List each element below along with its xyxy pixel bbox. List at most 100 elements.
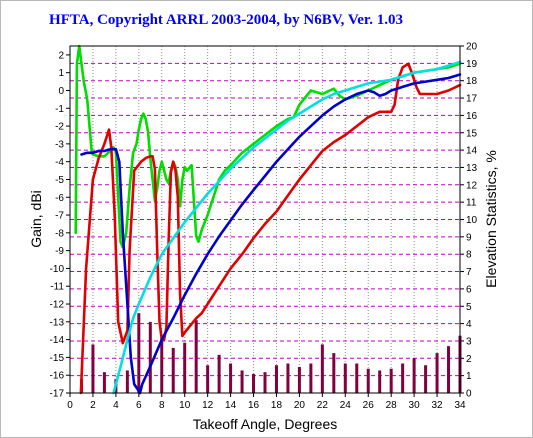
y2-tick-label: 9 [466, 232, 472, 243]
elevation-bar [217, 354, 221, 393]
y2-tick-label: 16 [466, 111, 478, 122]
y2-tick-label: 6 [466, 284, 472, 295]
y2-tick-label: 19 [466, 59, 478, 70]
y-tick-label: -12 [50, 300, 65, 311]
elevation-bar [183, 342, 187, 393]
y2-tick-label: 10 [466, 215, 478, 226]
elevation-bar [378, 370, 382, 393]
y-tick-label: 2 [58, 50, 64, 61]
elevation-bar [332, 353, 336, 393]
y2-tick-label: 14 [466, 146, 478, 157]
elevation-bar [102, 372, 106, 393]
y2-tick-label: 8 [466, 250, 472, 261]
elevation-bar [309, 363, 313, 393]
x-tick-label: 14 [225, 400, 237, 411]
elevation-bar [148, 321, 152, 393]
x-tick-label: 20 [294, 400, 306, 411]
y-tick-label: -9 [55, 246, 64, 257]
y2-tick-label: 4 [466, 319, 472, 330]
elevation-bar [160, 337, 164, 393]
elevation-bar [320, 344, 324, 393]
elevation-bar [297, 366, 301, 393]
y2-tick-label: 7 [466, 267, 472, 278]
chart-title: HFTA, Copyright ARRL 2003-2004, by N6BV,… [49, 12, 403, 28]
elevation-bar [366, 368, 370, 393]
y-tick-label: -5 [55, 175, 64, 186]
y-tick-label: -15 [50, 353, 65, 364]
y2-tick-label: 1 [466, 371, 472, 382]
elevation-bar [412, 358, 416, 393]
elevation-bar [125, 370, 129, 393]
series-line-red [79, 62, 462, 395]
x-tick-label: 28 [386, 400, 398, 411]
elevation-bar [91, 344, 95, 393]
y-tick-label: 1 [58, 68, 64, 79]
x-tick-label: 16 [248, 400, 260, 411]
y-tick-label: -11 [50, 282, 64, 293]
elevation-bar [206, 365, 210, 393]
x-tick-label: 32 [431, 400, 443, 411]
x-tick-label: 22 [317, 400, 329, 411]
elevation-bar [424, 365, 428, 393]
y-tick-label: -13 [50, 317, 65, 328]
series-line-cyan [112, 60, 462, 395]
y2-tick-label: 20 [466, 42, 478, 53]
x-tick-label: 24 [340, 400, 352, 411]
y-axis-title: Gain, dBi [28, 190, 44, 248]
elevation-bar [435, 353, 439, 393]
elevation-bar [252, 373, 256, 393]
y-tick-label: -14 [50, 335, 65, 346]
elevation-bar [263, 372, 267, 393]
y-tick-label: -4 [55, 157, 64, 168]
y2-tick-label: 12 [466, 180, 478, 191]
x-tick-label: 12 [202, 400, 214, 411]
x-ticks: 0 2 4 6 8 10 12 14 16 18 20 22 24 26 28 30 32 34 [67, 393, 466, 411]
x-tick-label: 0 [67, 400, 73, 411]
gain-series [74, 44, 462, 395]
y-tick-label: -17 [50, 389, 65, 400]
y-tick-label: -1 [55, 104, 64, 115]
elevation-bar [137, 313, 141, 393]
elevation-bar [389, 368, 393, 393]
y2-tick-label: 0 [466, 389, 472, 400]
x-tick-label: 6 [136, 400, 142, 411]
grid-vertical [92, 46, 438, 393]
elevation-bar [194, 320, 198, 393]
elevation-bar [274, 365, 278, 393]
elevation-bar [286, 363, 290, 393]
x-tick-label: 34 [454, 400, 466, 411]
x-axis-title: Takeoff Angle, Degrees [193, 416, 338, 432]
elevation-bar [229, 363, 233, 393]
y-tick-label: -8 [55, 228, 64, 239]
x-tick-label: 4 [113, 400, 119, 411]
elevation-bar [171, 347, 175, 393]
y2-tick-label: 15 [466, 128, 478, 139]
y2-tick-label: 3 [466, 336, 472, 347]
y2-tick-label: 2 [466, 354, 472, 365]
y-tick-label: -10 [50, 264, 65, 275]
y-tick-label: -7 [55, 211, 64, 222]
y-tick-label: -16 [50, 371, 65, 382]
y2-tick-label: 17 [466, 94, 478, 105]
y2-tick-label: 18 [466, 76, 478, 87]
x-tick-label: 18 [271, 400, 283, 411]
y2-tick-label: 5 [466, 302, 472, 313]
y-tick-label: 0 [58, 86, 64, 97]
series-line-blue [80, 73, 462, 395]
x-tick-label: 8 [159, 400, 165, 411]
elevation-bar [240, 370, 244, 393]
y-ticks: 2 1 0 -1 -2 -3 -4 -5 -6 -7 -8 -9 -10 -11 -12 -13 -14 -15 -… [50, 50, 70, 400]
x-tick-label: 26 [363, 400, 375, 411]
elevation-bar [343, 363, 347, 393]
y-tick-label: -3 [55, 139, 64, 150]
elevation-bar [355, 363, 359, 393]
x-tick-label: 2 [90, 400, 96, 411]
elevation-bar [447, 346, 451, 393]
x-tick-label: 30 [409, 400, 421, 411]
y-tick-label: -2 [55, 122, 64, 133]
y-tick-label: -6 [55, 193, 64, 204]
x-tick-label: 10 [179, 400, 191, 411]
y2-tick-label: 11 [466, 198, 477, 209]
